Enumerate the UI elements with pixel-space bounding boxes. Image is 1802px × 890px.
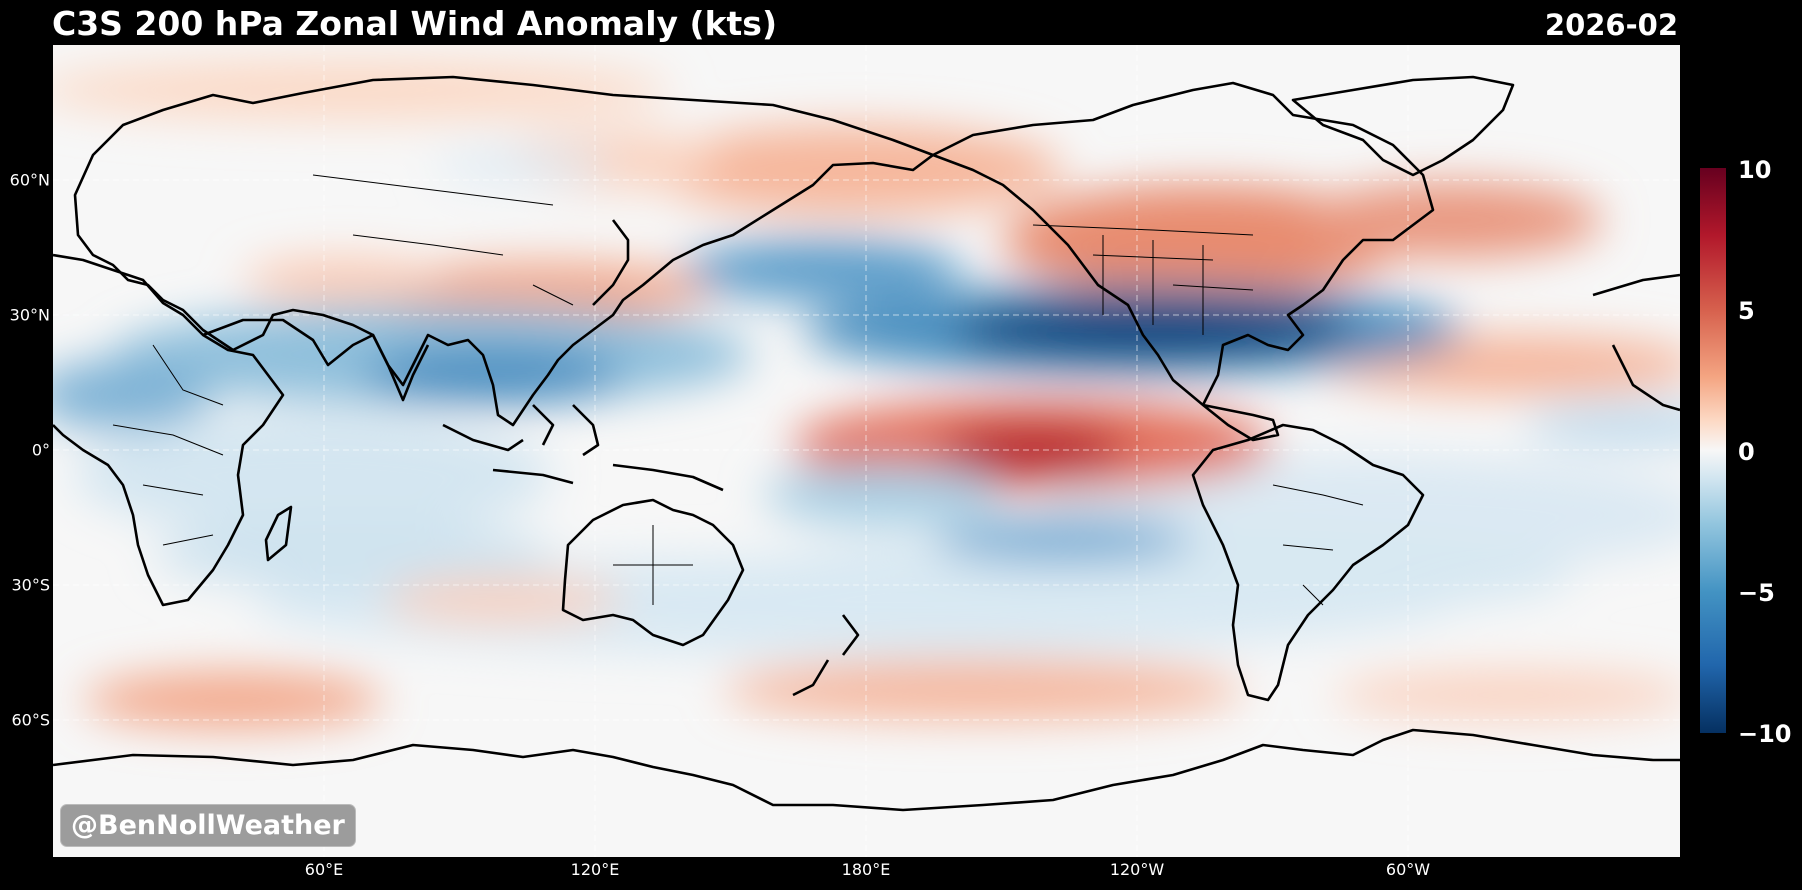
coastline-maritime xyxy=(442,404,724,492)
coastline-north-america xyxy=(931,81,1435,442)
coastline-eurasia xyxy=(73,75,935,427)
coastline-madagascar xyxy=(264,505,293,562)
lon-label-60e: 60°E xyxy=(304,860,344,879)
coastline-japan xyxy=(592,219,630,306)
anomaly-map xyxy=(53,45,1680,857)
colorbar-tick-minus5: −5 xyxy=(1738,579,1775,607)
colorbar-tick-minus10: −10 xyxy=(1738,720,1792,748)
lat-label-30n: 30°N xyxy=(9,305,50,325)
lat-label-equator: 0° xyxy=(31,440,50,460)
lon-label-180: 180°E xyxy=(841,860,891,879)
colorbar-tick-10: 10 xyxy=(1738,156,1772,184)
coastline-africa xyxy=(53,253,285,607)
map-title: C3S 200 hPa Zonal Wind Anomaly (kts) xyxy=(52,4,778,43)
borders xyxy=(112,174,1364,606)
lat-label-60s: 60°S xyxy=(11,710,50,730)
map-date: 2026-02 xyxy=(1544,8,1678,42)
map-panel xyxy=(53,45,1680,857)
coastline-greenland xyxy=(1291,75,1515,177)
lat-label-30s: 30°S xyxy=(11,575,50,595)
colorbar-tick-0: 0 xyxy=(1738,438,1755,466)
lon-label-120e: 120°E xyxy=(570,860,620,879)
watermark-label: @BenNollWeather xyxy=(60,804,356,847)
coastline-south-america xyxy=(1191,423,1425,702)
graticule xyxy=(53,45,1680,857)
coastline-australia xyxy=(561,498,745,647)
coastline-new-zealand xyxy=(792,614,860,697)
coastline-antarctica xyxy=(53,728,1680,812)
lon-label-60w: 60°W xyxy=(1385,860,1431,879)
coastlines xyxy=(53,75,1680,812)
lat-label-60n: 60°N xyxy=(9,170,50,190)
lon-label-120w: 120°W xyxy=(1109,860,1165,879)
colorbar xyxy=(1700,168,1726,733)
colorbar-tick-5: 5 xyxy=(1738,297,1755,325)
